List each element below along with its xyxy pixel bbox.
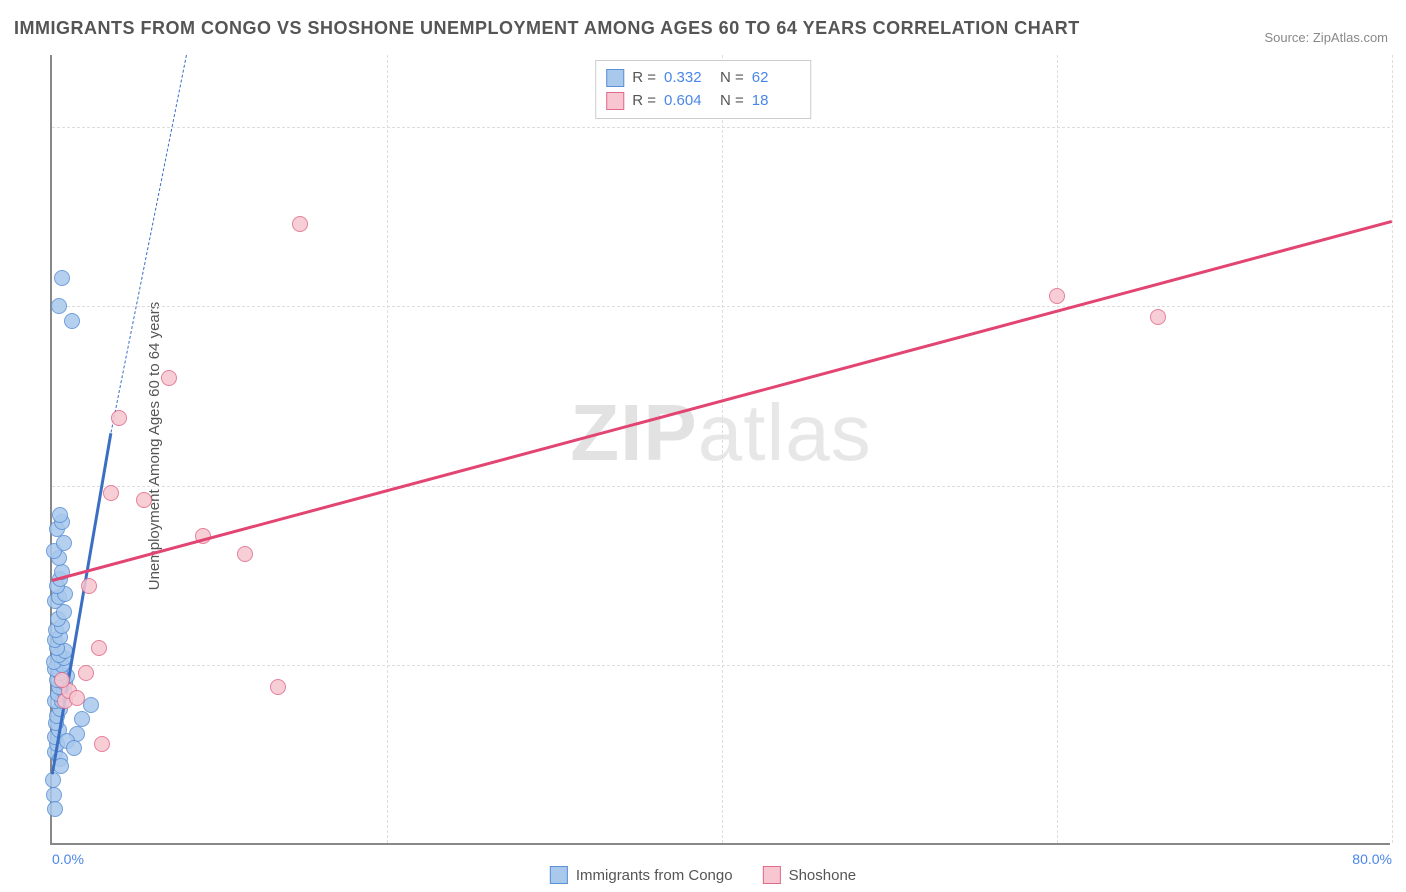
data-point (81, 578, 97, 594)
legend-swatch (606, 92, 624, 110)
data-point (45, 772, 61, 788)
n-value: 62 (752, 67, 800, 90)
y-tick-label: 15.0% (1398, 298, 1406, 314)
series-legend: Immigrants from Congo Shoshone (550, 866, 856, 884)
data-point (56, 535, 72, 551)
data-point (1150, 309, 1166, 325)
legend-swatch (606, 69, 624, 87)
n-label: N = (720, 67, 744, 90)
data-point (292, 216, 308, 232)
data-point (51, 298, 67, 314)
y-tick-label: 10.0% (1398, 478, 1406, 494)
chart-title: IMMIGRANTS FROM CONGO VS SHOSHONE UNEMPL… (14, 18, 1080, 39)
legend-label: Immigrants from Congo (576, 867, 733, 884)
legend-swatch (550, 866, 568, 884)
gridline-h (52, 665, 1390, 666)
data-point (69, 690, 85, 706)
watermark-thin: atlas (698, 388, 872, 477)
data-point (103, 485, 119, 501)
data-point (91, 640, 107, 656)
source-label: Source: ZipAtlas.com (1264, 30, 1388, 45)
gridline-v (1392, 55, 1393, 843)
r-value: 0.604 (664, 90, 712, 113)
legend-label: Shoshone (789, 867, 857, 884)
data-point (54, 672, 70, 688)
r-label: R = (632, 67, 656, 90)
data-point (47, 801, 63, 817)
gridline-v (387, 55, 388, 843)
data-point (136, 492, 152, 508)
data-point (1049, 288, 1065, 304)
data-point (94, 736, 110, 752)
legend-item: Immigrants from Congo (550, 866, 733, 884)
x-tick-label: 0.0% (52, 851, 84, 867)
data-point (111, 410, 127, 426)
data-point (54, 270, 70, 286)
data-point (74, 711, 90, 727)
legend-item: Shoshone (763, 866, 857, 884)
r-label: R = (632, 90, 656, 113)
stats-legend: R = 0.332 N = 62 R = 0.604 N = 18 (595, 60, 811, 119)
x-tick-label: 80.0% (1352, 851, 1392, 867)
data-point (270, 679, 286, 695)
data-point (78, 665, 94, 681)
gridline-v (1057, 55, 1058, 843)
legend-swatch (763, 866, 781, 884)
gridline-v (722, 55, 723, 843)
data-point (52, 507, 68, 523)
n-label: N = (720, 90, 744, 113)
plot-area: ZIPatlas 5.0%10.0%15.0%20.0%0.0%80.0% (50, 55, 1390, 845)
data-point (237, 546, 253, 562)
stats-row: R = 0.332 N = 62 (606, 67, 800, 90)
n-value: 18 (752, 90, 800, 113)
r-value: 0.332 (664, 67, 712, 90)
gridline-h (52, 306, 1390, 307)
data-point (64, 313, 80, 329)
stats-row: R = 0.604 N = 18 (606, 90, 800, 113)
gridline-h (52, 127, 1390, 128)
y-tick-label: 5.0% (1398, 657, 1406, 673)
data-point (66, 740, 82, 756)
data-point (161, 370, 177, 386)
y-tick-label: 20.0% (1398, 119, 1406, 135)
gridline-h (52, 486, 1390, 487)
watermark-bold: ZIP (570, 388, 697, 477)
